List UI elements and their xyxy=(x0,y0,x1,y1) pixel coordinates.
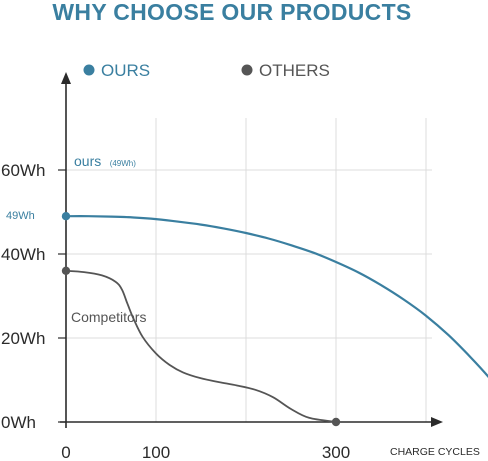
ours-annotation: ours (49Wh) xyxy=(74,153,136,170)
y-axis-arrow xyxy=(61,72,71,84)
competitors-annotation: Competitors xyxy=(71,309,146,325)
annotations: ours (49Wh) 49Wh Competitors xyxy=(6,153,146,325)
series-line-others xyxy=(65,269,337,423)
y-tick-label: 0Wh xyxy=(1,413,36,432)
x-tick-label: 0 xyxy=(61,443,70,461)
legend: OURS OTHERS xyxy=(83,61,330,80)
ours-value-label: 49Wh xyxy=(6,210,35,222)
x-tick-label: 300 xyxy=(322,443,350,461)
gridlines xyxy=(66,118,432,422)
x-tick-label: 100 xyxy=(142,443,170,461)
series-point-others xyxy=(61,266,71,275)
chart-title: WHY CHOOSE OUR PRODUCTS xyxy=(52,0,411,25)
series-markers xyxy=(61,212,341,427)
legend-ours-label: OURS xyxy=(101,61,150,80)
legend-ours-marker xyxy=(83,64,95,76)
legend-others-label: OTHERS xyxy=(259,61,330,80)
legend-others-marker xyxy=(241,64,253,76)
y-tick-label: 40Wh xyxy=(1,245,45,264)
tick-labels: 0Wh20Wh40Wh60Wh0100300500 xyxy=(1,161,350,461)
series-point-others xyxy=(331,417,341,427)
series-point-ours xyxy=(61,212,71,221)
x-axis-arrow xyxy=(431,417,443,427)
ours-annotation-label: ours xyxy=(74,153,101,169)
series-line-ours xyxy=(65,215,488,379)
series-lines xyxy=(65,215,488,423)
axes xyxy=(60,72,443,428)
x-axis-label: CHARGE CYCLES xyxy=(390,446,480,458)
y-tick-label: 60Wh xyxy=(1,161,45,180)
y-tick-label: 20Wh xyxy=(1,329,45,348)
ours-annotation-sub: (49Wh) xyxy=(110,159,137,168)
